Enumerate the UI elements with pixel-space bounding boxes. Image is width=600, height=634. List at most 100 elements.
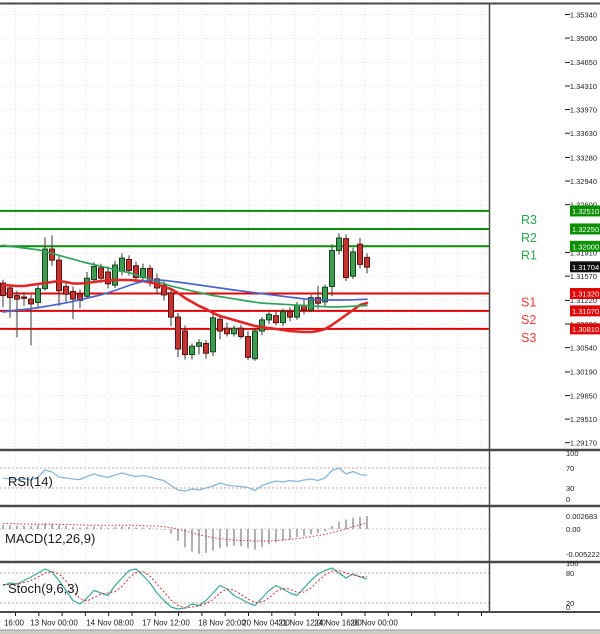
time-label: 20 Nov 04:00 <box>242 619 290 628</box>
time-axis: 16:00 13 Nov 00:00 14 Nov 08:00 17 Nov 12:0… <box>4 612 482 628</box>
price-badge-r3 <box>570 205 600 217</box>
ma-mid-blue-line <box>2 279 368 313</box>
candle-bear <box>287 311 293 318</box>
price-badge-r1 <box>570 240 600 252</box>
stoch-label: Stoch(9,6,3) <box>8 581 79 596</box>
ma-slow-green-line <box>2 244 368 308</box>
macd-bar <box>128 527 130 529</box>
candle-bull <box>350 251 356 277</box>
candle-bull <box>42 248 48 290</box>
macd-bar <box>93 526 95 529</box>
price-tick-label: 1.35000 <box>570 34 597 43</box>
price-tick-label: 1.29510 <box>570 415 597 424</box>
price-tick-label: 1.30190 <box>570 368 597 377</box>
macd-bar <box>240 529 242 547</box>
price-badge-r1-text: 1.32000 <box>572 242 599 251</box>
rsi-tick-label: 70 <box>566 464 574 473</box>
stoch-tick-label: 80 <box>566 569 574 578</box>
macd-label: MACD(12,26,9) <box>5 531 95 546</box>
macd-bar <box>268 529 270 545</box>
price-tick-label: 1.33630 <box>570 129 597 138</box>
candle-bear <box>63 286 69 295</box>
macd-bar <box>212 529 214 551</box>
candle-bear <box>224 327 230 335</box>
macd-bar <box>100 527 102 529</box>
candle-bear <box>28 298 34 305</box>
macd-bar <box>345 519 347 529</box>
level-label-r1: R1 <box>521 248 537 262</box>
candle-bear <box>21 296 27 299</box>
macd-bar <box>184 529 186 548</box>
macd-bar <box>163 529 165 530</box>
candle-bear <box>0 282 6 297</box>
macd-bar <box>282 529 284 541</box>
ma-fast-red-line <box>1 278 369 334</box>
time-label: 13 Nov 00:00 <box>30 619 78 628</box>
macd-bar <box>114 527 116 529</box>
level-label-s3: S3 <box>521 331 536 345</box>
candle-bull <box>35 288 41 304</box>
candle-bear <box>273 315 279 324</box>
macd-bar <box>149 528 151 529</box>
macd-bar <box>58 525 60 529</box>
candle-bear <box>70 290 76 300</box>
price-tick-label: 1.31570 <box>570 272 597 281</box>
macd-bar <box>65 526 67 529</box>
rsi-line <box>2 467 368 492</box>
macd-bar <box>72 527 74 529</box>
time-label: 26 Nov 00:00 <box>350 619 398 628</box>
level-label-s1: S1 <box>521 296 536 310</box>
price-badge-s3 <box>570 323 600 335</box>
current-price-badge <box>570 261 600 273</box>
pivot-levels: R3 R2 R1 S1 S2 S3 <box>0 209 537 345</box>
candle-bull <box>308 297 314 311</box>
candle-bull <box>84 277 90 297</box>
candle-bull <box>91 265 97 281</box>
candle-bear <box>133 265 139 279</box>
candle-bear <box>245 336 251 358</box>
level-label-r3: R3 <box>521 213 537 227</box>
candle-bear <box>175 316 181 350</box>
macd-tick-label: 0.002683 <box>566 512 597 521</box>
candle-bear <box>126 258 132 272</box>
macd-bar <box>317 529 319 534</box>
macd-bar <box>233 529 235 546</box>
price-badges: 1.32510 1.32250 1.32000 1.31320 1.31070 1.308… <box>570 205 600 335</box>
price-badge-r2-text: 1.32250 <box>572 225 599 234</box>
stoch-tick-label: 0 <box>566 603 570 612</box>
candle-bear <box>98 267 104 279</box>
price-badge-s3-text: 1.30810 <box>572 325 599 334</box>
candle-bear <box>217 318 223 332</box>
macd-bar <box>107 527 109 529</box>
macd-bar <box>205 529 207 553</box>
panel-borders <box>0 2 600 613</box>
price-tick-label: 1.32940 <box>570 177 597 186</box>
macd-bar <box>226 529 228 547</box>
price-badge-s2 <box>570 305 600 317</box>
macd-bar <box>261 529 263 548</box>
candle-bull <box>231 327 237 335</box>
price-badge-r3-text: 1.32510 <box>572 207 599 216</box>
candle-bull <box>252 330 258 360</box>
candle-bear <box>168 292 174 318</box>
candle-bear <box>7 287 13 299</box>
time-label: 21 Nov 12:00 <box>278 619 326 628</box>
candle-bear <box>238 327 244 338</box>
macd-bar <box>338 521 340 529</box>
candle-bull <box>196 342 202 347</box>
price-tick-label: 1.34310 <box>570 82 597 91</box>
candle-bull <box>336 237 342 251</box>
macd-bar <box>156 529 158 530</box>
rsi-tick-label: 0 <box>566 495 570 504</box>
macd-bar <box>79 527 81 529</box>
candle-bull <box>322 286 328 303</box>
macd-bar <box>30 526 32 529</box>
macd-signal-line <box>2 522 368 542</box>
candle-bull <box>329 249 335 288</box>
macd-bar <box>121 526 123 529</box>
price-tick-label: 1.32600 <box>570 200 597 209</box>
macd-bar <box>170 529 172 534</box>
candle-bull <box>266 313 272 321</box>
macd-bar <box>366 516 368 529</box>
